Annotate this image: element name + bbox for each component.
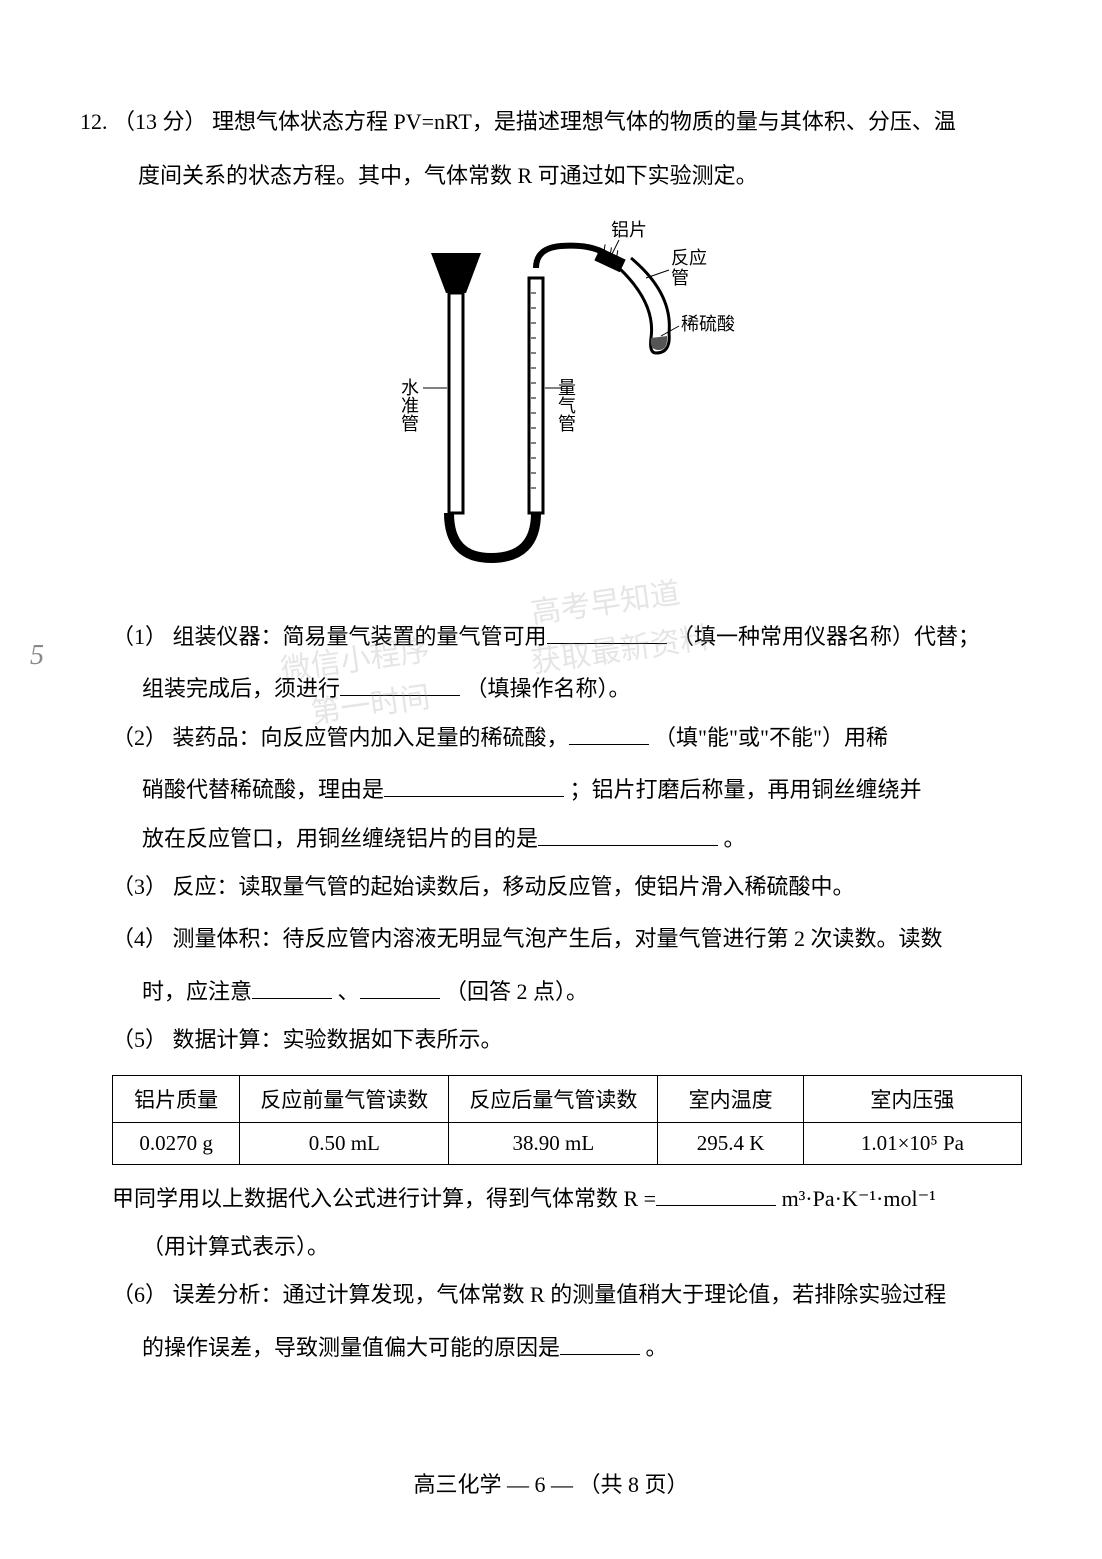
sq2-text-d: ；铝片打磨后称量，再用铜丝缠绕并 (570, 777, 922, 802)
sub-q1: （1） 组装仪器：简易量气装置的量气管可用 （填一种常用仪器名称）代替； (80, 613, 1022, 661)
label-reaction-tube-2: 管 (671, 268, 689, 288)
sub-q6: （6） 误差分析：通过计算发现，气体常数 R 的测量值稍大于理论值，若排除实验过… (80, 1271, 1022, 1319)
margin-mark: 5 (30, 640, 44, 672)
blank[interactable] (560, 1333, 640, 1355)
sq2-cont1: 硝酸代替稀硫酸，理由是 ；铝片打磨后称量，再用铜丝缠绕并 (80, 766, 1022, 814)
sq3-label: （3） (112, 874, 167, 899)
sq5-text-c: m³·Pa·K⁻¹·mol⁻¹ (782, 1186, 936, 1211)
sq6-label: （6） (112, 1282, 167, 1307)
sq4-text-d: （回答 2 点）。 (445, 979, 588, 1004)
graduation-marks (531, 293, 536, 488)
td-1: 0.50 mL (240, 1122, 449, 1164)
sq1-text-a: 组装仪器：简易量气装置的量气管可用 (173, 624, 547, 649)
sub-q4: （4） 测量体积：待反应管内溶液无明显气泡产生后，对量气管进行第 2 次读数。读… (80, 915, 1022, 963)
blank[interactable] (656, 1184, 776, 1206)
question-points: （13 分） (113, 109, 207, 134)
blank[interactable] (360, 977, 440, 999)
sq4-label: （4） (112, 926, 167, 951)
sq2-cont2: 放在反应管口，用铜丝缠绕铝片的目的是 。 (80, 815, 1022, 863)
gas-tube-shape (529, 278, 543, 513)
u-bend (449, 513, 536, 558)
intro-line2: 度间关系的状态方程。其中，气体常数 R 可通过如下实验测定。 (80, 154, 1022, 198)
sq2-text-c: 硝酸代替稀硫酸，理由是 (142, 777, 384, 802)
sq5-text-a: 数据计算：实验数据如下表所示。 (173, 1027, 503, 1052)
funnel-shape (431, 253, 481, 293)
sq5-text-b: 甲同学用以上数据代入公式进行计算，得到气体常数 R = (112, 1186, 656, 1211)
th-3: 室内温度 (658, 1075, 803, 1122)
label-reaction-tube-1: 反应 (671, 248, 707, 268)
sq3-text: 反应：读取量气管的起始读数后，移动反应管，使铝片滑入稀硫酸中。 (173, 874, 855, 899)
sq5-label: （5） (112, 1027, 167, 1052)
label-acid: 稀硫酸 (681, 314, 735, 334)
blank[interactable] (569, 723, 649, 745)
sq6-text-b: 的操作误差，导致测量值偏大可能的原因是 (142, 1335, 560, 1360)
table-header-row: 铝片质量 反应前量气管读数 反应后量气管读数 室内温度 室内压强 (113, 1075, 1022, 1122)
sub-q3: （3） 反应：读取量气管的起始读数后，移动反应管，使铝片滑入稀硫酸中。 (80, 863, 1022, 911)
th-0: 铝片质量 (113, 1075, 240, 1122)
page-footer: 高三化学 — 6 — （共 8 页） (0, 1467, 1102, 1499)
question-number: 12. (80, 109, 108, 134)
acid-liquid (651, 336, 667, 350)
table-data-row: 0.0270 g 0.50 mL 38.90 mL 295.4 K 1.01×1… (113, 1122, 1022, 1164)
label-level-tube: 水准管 (399, 378, 419, 432)
sq2-text-a: 装药品：向反应管内加入足量的稀硫酸， (173, 725, 569, 750)
sq4-text-a: 测量体积：待反应管内溶液无明显气泡产生后，对量气管进行第 2 次读数。读数 (173, 926, 943, 951)
th-4: 室内压强 (803, 1075, 1021, 1122)
sq1-text-c: 组装完成后，须进行 (142, 676, 340, 701)
sq2-text-b: （填"能"或"不能"）用稀 (654, 725, 888, 750)
td-4: 1.01×10⁵ Pa (803, 1122, 1021, 1164)
sq4-cont: 时，应注意 、 （回答 2 点）。 (80, 968, 1022, 1016)
sq1-label: （1） (112, 624, 167, 649)
sq1-text-b: （填一种常用仪器名称）代替； (672, 624, 980, 649)
label-aluminum: 铝片 (611, 220, 647, 240)
td-0: 0.0270 g (113, 1122, 240, 1164)
blank[interactable] (547, 622, 667, 644)
td-3: 295.4 K (658, 1122, 803, 1164)
sq5-text-d: （用计算式表示）。 (142, 1234, 329, 1259)
sq4-text-b: 时，应注意 (142, 979, 252, 1004)
sq2-label: （2） (112, 725, 167, 750)
td-2: 38.90 mL (449, 1122, 658, 1164)
level-tube-shape (449, 293, 463, 513)
blank[interactable] (340, 674, 460, 696)
blank[interactable] (252, 977, 332, 999)
sq5-cont1: 甲同学用以上数据代入公式进行计算，得到气体常数 R = m³·Pa·K⁻¹·mo… (80, 1175, 1022, 1223)
sq6-text-a: 误差分析：通过计算发现，气体常数 R 的测量值稍大于理论值，若排除实验过程 (173, 1282, 947, 1307)
apparatus-svg: 铝片 反应 管 稀硫酸 水准管 量气管 (361, 218, 741, 578)
question-header: 12. （13 分） 理想气体状态方程 PV=nRT，是描述理想气体的物质的量与… (80, 100, 1022, 144)
th-1: 反应前量气管读数 (240, 1075, 449, 1122)
sub-q5: （5） 数据计算：实验数据如下表所示。 (80, 1016, 1022, 1064)
blank[interactable] (384, 775, 564, 797)
intro-line1: 理想气体状态方程 PV=nRT，是描述理想气体的物质的量与其体积、分压、温 (212, 109, 956, 134)
sq1-text-d: （填操作名称）。 (466, 676, 631, 701)
data-table: 铝片质量 反应前量气管读数 反应后量气管读数 室内温度 室内压强 0.0270 … (112, 1075, 1022, 1165)
blank[interactable] (538, 824, 718, 846)
sq5-cont2: （用计算式表示）。 (80, 1223, 1022, 1271)
label-gas-tube: 量气管 (556, 378, 576, 432)
sq2-text-e: 放在反应管口，用铜丝缠绕铝片的目的是 (142, 826, 538, 851)
sq2-text-f: 。 (724, 826, 746, 851)
sq6-cont: 的操作误差，导致测量值偏大可能的原因是 。 (80, 1324, 1022, 1372)
sq6-text-c: 。 (646, 1335, 668, 1360)
apparatus-diagram: 铝片 反应 管 稀硫酸 水准管 量气管 (80, 218, 1022, 583)
th-2: 反应后量气管读数 (449, 1075, 658, 1122)
sq4-text-c: 、 (338, 979, 360, 1004)
sub-q2: （2） 装药品：向反应管内加入足量的稀硫酸， （填"能"或"不能"）用稀 (80, 714, 1022, 762)
sq1-cont: 组装完成后，须进行 （填操作名称）。 (80, 665, 1022, 713)
